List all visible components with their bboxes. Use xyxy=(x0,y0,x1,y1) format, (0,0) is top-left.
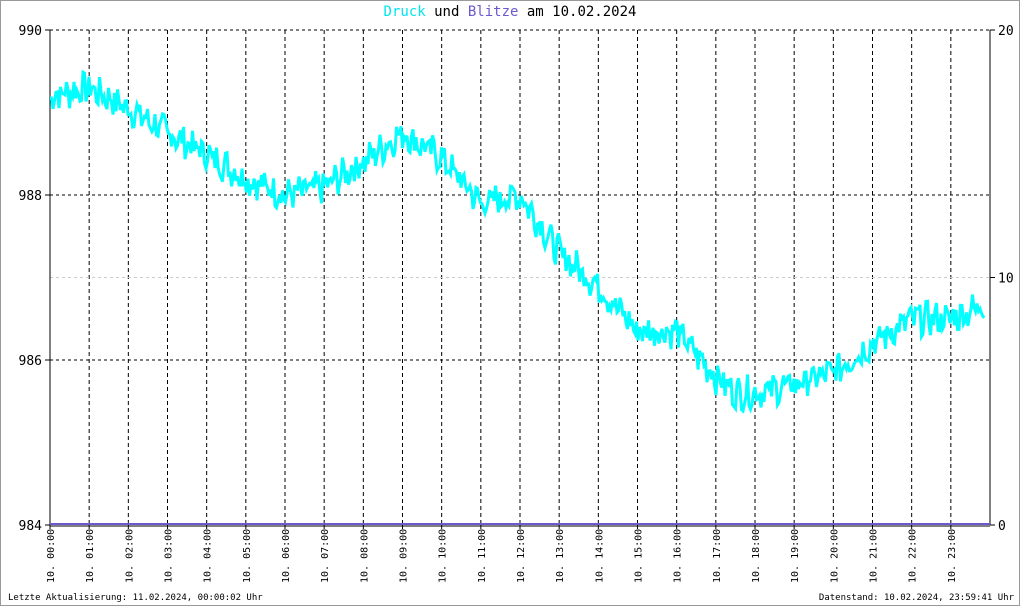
y-right-tick-label: 10 xyxy=(998,272,1014,287)
y-left-tick-label: 988 xyxy=(19,189,42,204)
x-tick-label: 10. 01:00 xyxy=(85,529,96,583)
x-tick-label: 10. 10:00 xyxy=(438,529,449,583)
druck-series-line xyxy=(50,69,986,414)
x-tick-label: 10. 04:00 xyxy=(203,529,214,583)
x-tick-label: 10. 13:00 xyxy=(555,529,566,583)
x-tick-label: 10. 14:00 xyxy=(594,529,605,583)
x-tick-label: 10. 07:00 xyxy=(320,529,331,583)
x-tick-label: 10. 06:00 xyxy=(281,529,292,583)
x-tick-label: 10. 11:00 xyxy=(477,529,488,583)
x-tick-label: 10. 02:00 xyxy=(124,529,135,583)
title-date: am 10.02.2024 xyxy=(518,4,637,20)
x-tick-label: 10. 23:00 xyxy=(947,529,958,583)
title-blitze: Blitze xyxy=(467,4,519,20)
x-tick-label: 10. 21:00 xyxy=(869,529,880,583)
x-tick-label: 10. 12:00 xyxy=(516,529,527,583)
y-left-tick-label: 986 xyxy=(19,354,42,369)
x-tick-label: 10. 20:00 xyxy=(829,529,840,583)
x-tick-label: 10. 09:00 xyxy=(399,529,410,583)
y-left-tick-label: 990 xyxy=(19,24,42,39)
y-right-tick-label: 0 xyxy=(998,519,1006,534)
y-right-tick-label: 20 xyxy=(998,24,1014,39)
x-tick-label: 10. 19:00 xyxy=(790,529,801,583)
x-tick-label: 10. 17:00 xyxy=(712,529,723,583)
chart-title: Druck und Blitze am 10.02.2024 xyxy=(0,4,1020,20)
footer-data-status: Datenstand: 10.02.2024, 23:59:41 Uhr xyxy=(818,593,1014,603)
x-tick-label: 10. 18:00 xyxy=(751,529,762,583)
x-tick-label: 10. 22:00 xyxy=(908,529,919,583)
title-und: und xyxy=(425,4,468,20)
x-tick-label: 10. 05:00 xyxy=(242,529,253,583)
y-left-tick-label: 984 xyxy=(19,519,43,534)
x-tick-label: 10. 08:00 xyxy=(359,529,370,583)
title-druck: Druck xyxy=(383,4,426,20)
x-tick-label: 10. 16:00 xyxy=(673,529,684,583)
footer-last-update: Letzte Aktualisierung: 11.02.2024, 00:00… xyxy=(8,593,263,603)
x-tick-label: 10. 00:00 xyxy=(46,529,57,583)
x-tick-label: 10. 03:00 xyxy=(164,529,175,583)
x-tick-label: 10. 15:00 xyxy=(634,529,645,583)
